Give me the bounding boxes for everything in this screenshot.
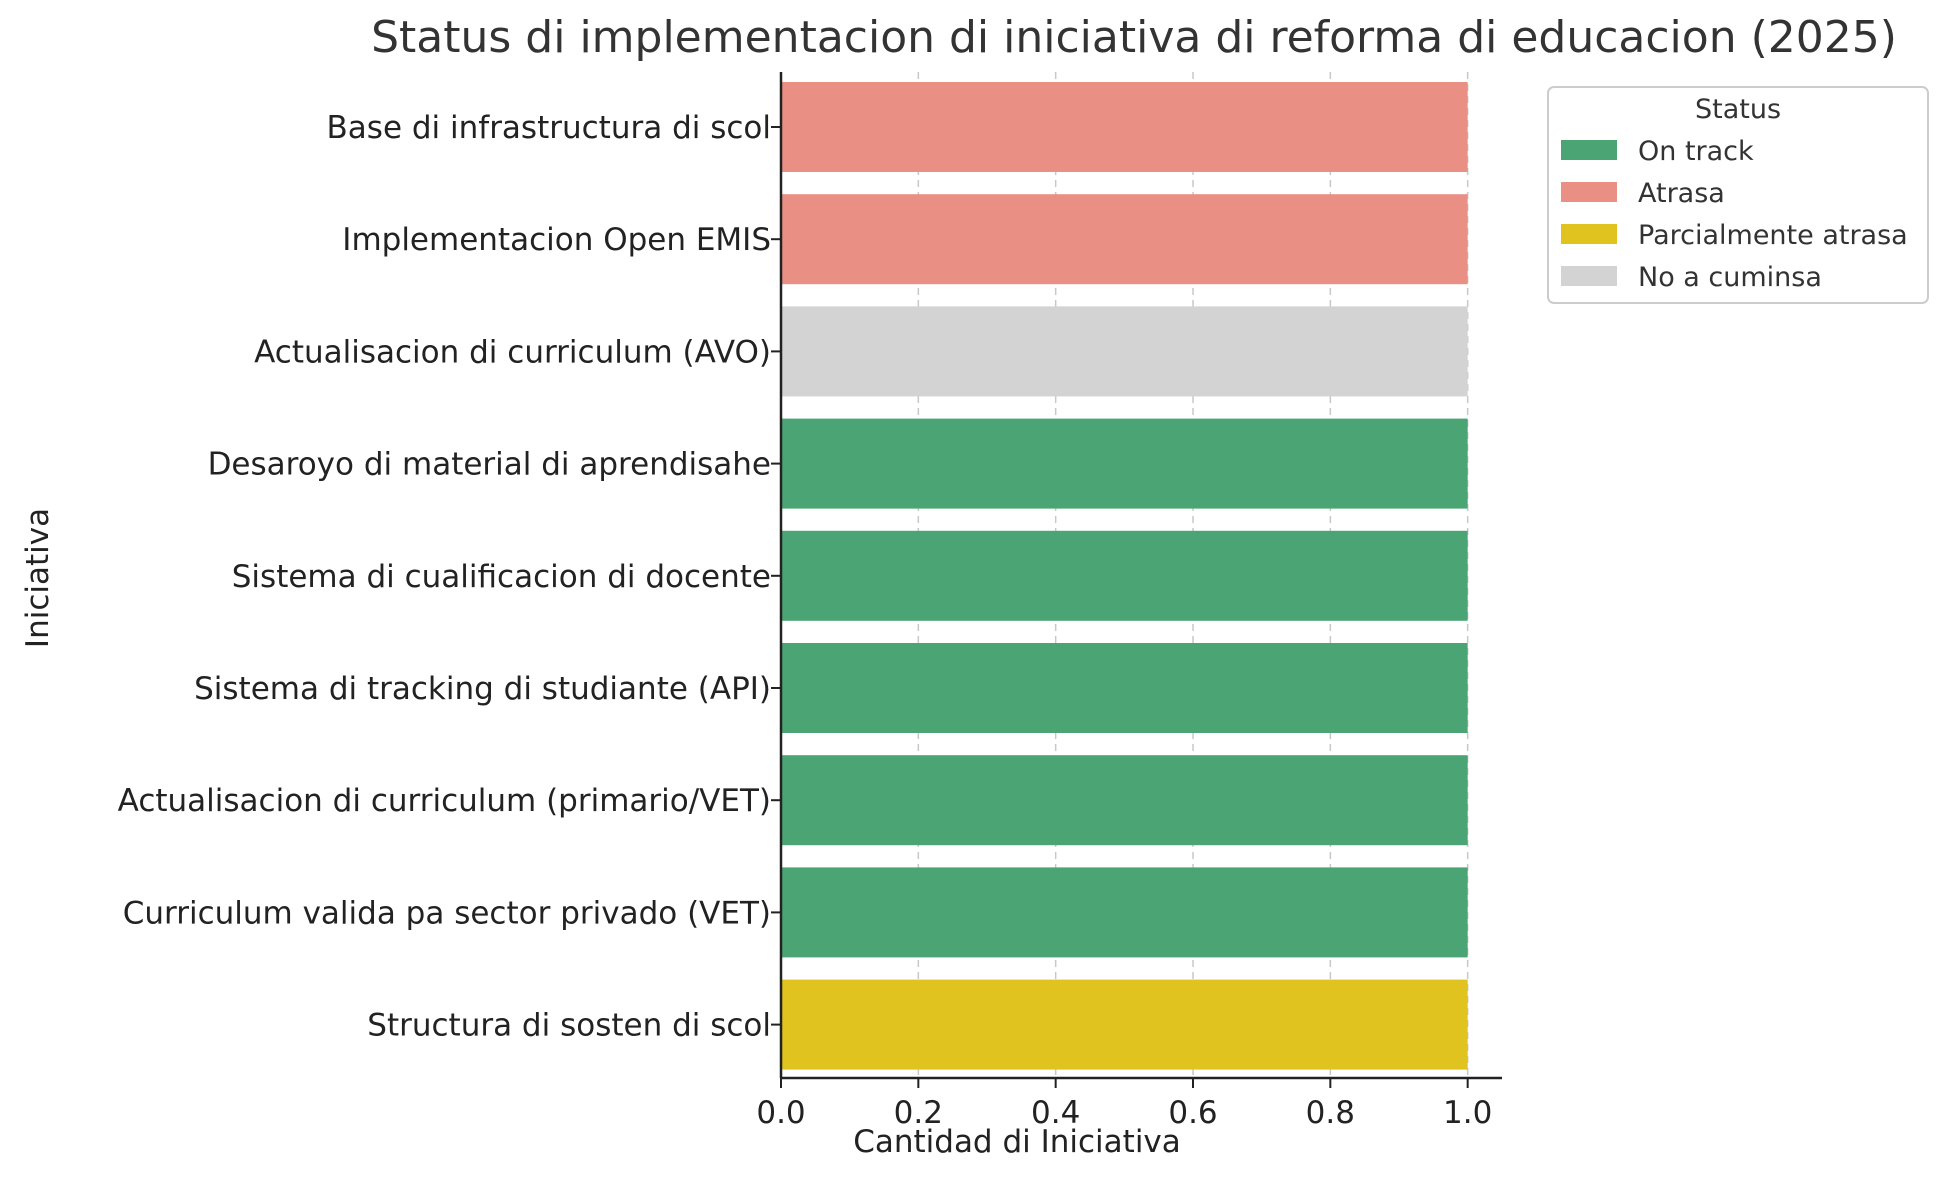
chart-title: Status di implementacion di iniciativa d… <box>371 12 1897 63</box>
bar-8 <box>781 979 1468 1070</box>
bar-1 <box>781 194 1468 285</box>
y-tick-label-6: Actualisacion di curriculum (primario/VE… <box>118 783 771 819</box>
x-tick-label-2: 0.4 <box>1031 1095 1080 1131</box>
legend-frame <box>1547 86 1929 304</box>
bar-4 <box>781 530 1468 621</box>
legend-label-3: No a cuminsa <box>1638 262 1822 293</box>
legend-label-2: Parcialmente atrasa <box>1638 220 1908 251</box>
bar-7 <box>781 867 1468 958</box>
legend-swatch-3 <box>1561 266 1617 286</box>
legend-swatch-0 <box>1561 140 1617 160</box>
x-tick-labels: 0.0 0.2 0.4 0.6 0.8 1.0 <box>756 1078 1492 1131</box>
y-tick-label-5: Sistema di tracking di studiante (API) <box>194 671 771 707</box>
bar-5 <box>781 643 1468 733</box>
y-tick-labels: Base di infrastructura di scol Implementa… <box>118 110 781 1044</box>
bars <box>781 82 1468 1070</box>
bar-3 <box>781 418 1468 509</box>
bar-2 <box>781 306 1468 397</box>
legend-label-1: Atrasa <box>1638 178 1725 209</box>
x-tick-label-5: 1.0 <box>1443 1095 1492 1131</box>
legend-label-0: On track <box>1638 136 1754 167</box>
y-tick-label-3: Desaroyo di material di aprendisahe <box>208 447 771 483</box>
x-tick-label-0: 0.0 <box>756 1095 805 1131</box>
y-tick-label-8: Structura di sosten di scol <box>367 1008 771 1044</box>
y-axis-label: Iniciativa <box>20 508 56 648</box>
y-tick-label-0: Base di infrastructura di scol <box>327 110 771 146</box>
y-tick-label-4: Sistema di cualificacion di docente <box>232 559 771 595</box>
y-tick-label-1: Implementacion Open EMIS <box>342 222 771 258</box>
legend: Status On track Atrasa Parcialmente atrasa… <box>1547 86 1929 304</box>
x-tick-label-4: 0.8 <box>1306 1095 1355 1131</box>
x-axis-label: Cantidad di Iniciativa <box>853 1124 1181 1160</box>
legend-title: Status <box>1695 94 1781 125</box>
y-tick-label-2: Actualisacion di curriculum (AVO) <box>254 334 771 370</box>
bar-0 <box>781 82 1468 172</box>
x-tick-label-3: 0.6 <box>1168 1095 1217 1131</box>
y-tick-label-7: Curriculum valida pa sector privado (VET… <box>123 895 771 931</box>
x-tick-label-1: 0.2 <box>894 1095 943 1131</box>
legend-swatch-1 <box>1561 182 1617 202</box>
bar-6 <box>781 755 1468 846</box>
legend-swatch-2 <box>1561 224 1617 244</box>
